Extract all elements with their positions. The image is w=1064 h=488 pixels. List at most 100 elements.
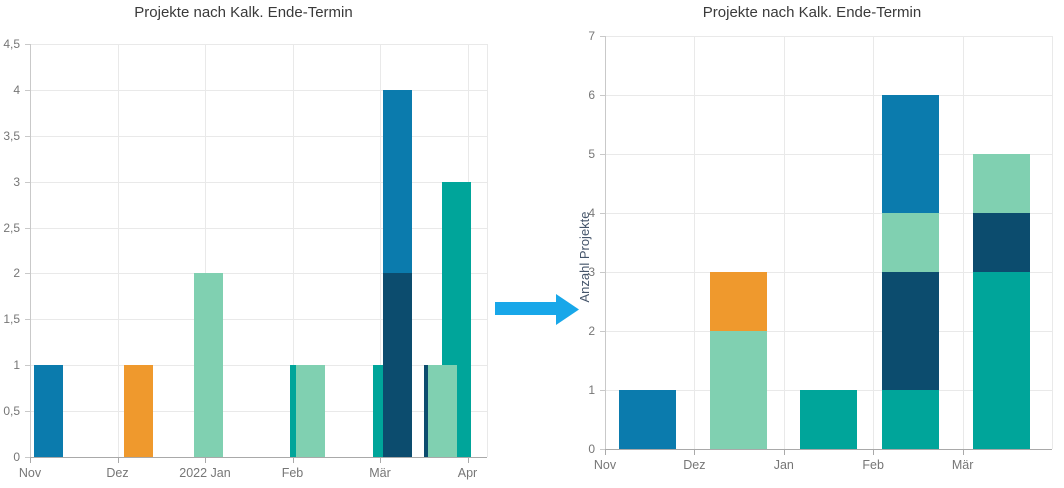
stack-segment-mär-navy[interactable]	[973, 213, 1030, 272]
gridline	[380, 44, 381, 457]
y-tick-label: 2,5	[3, 220, 20, 235]
x-tick-mark	[117, 458, 119, 463]
gridline	[873, 36, 875, 449]
stack-segment-mär-mint[interactable]	[973, 154, 1030, 213]
x-tick-mark	[205, 458, 206, 463]
stack-segment-nov-blue[interactable]	[619, 390, 676, 449]
y-tick-label: 4	[588, 206, 595, 220]
x-tick-label: Mär	[369, 466, 391, 480]
x-tick-label: Dez	[683, 458, 706, 472]
y-tick-label: 0	[588, 442, 595, 456]
y-tick-label: 5	[588, 147, 595, 161]
x-tick-mark	[694, 450, 696, 455]
y-tick-mark	[25, 365, 30, 367]
bar-dez-orange[interactable]	[124, 365, 153, 457]
gridline	[30, 135, 487, 137]
stack-segment-jan-teal[interactable]	[800, 390, 857, 449]
x-tick-label: Nov	[593, 458, 617, 472]
bar-feb-mint[interactable]	[296, 365, 325, 457]
chart-overlapping-bars: Projekte nach Kalk. Ende-Termin 0 0,5 1 1,5…	[3, 4, 488, 480]
y-tick-mark	[25, 411, 30, 413]
gridline	[30, 273, 487, 275]
stack-segment-feb-navy[interactable]	[882, 272, 939, 390]
y-tick-label: 1,5	[3, 312, 20, 327]
x-tick-mark	[783, 450, 785, 455]
bar-2022-jan-mint[interactable]	[194, 273, 223, 457]
gridline	[30, 181, 487, 183]
gridline	[30, 44, 487, 45]
bar-apr-mint[interactable]	[428, 365, 457, 457]
gridline	[605, 36, 1052, 37]
x-tick-label: 2022 Jan	[179, 466, 231, 480]
y-tick-mark	[600, 36, 605, 37]
y-tick-mark	[25, 44, 30, 45]
y-axis-line	[30, 44, 31, 457]
y-tick-mark	[600, 95, 605, 96]
y-tick-label: 0	[13, 450, 20, 464]
gridline	[292, 44, 294, 457]
stack-segment-feb-teal[interactable]	[882, 390, 939, 449]
gridline	[605, 213, 1052, 214]
stack-segment-feb-mint[interactable]	[882, 213, 939, 272]
stack-segment-dez-mint[interactable]	[710, 331, 767, 449]
x-tick-mark	[467, 458, 469, 463]
gridline	[30, 319, 487, 321]
gridline	[962, 36, 964, 449]
chart-title: Projekte nach Kalk. Ende-Termin	[134, 4, 353, 21]
y-axis-line	[605, 36, 606, 449]
y-tick-mark	[600, 390, 605, 391]
y-tick-label: 3	[13, 174, 20, 189]
x-tick-label: Feb	[862, 458, 884, 472]
x-tick-label: Nov	[18, 466, 42, 480]
stack-segment-mär-teal[interactable]	[973, 272, 1030, 449]
y-tick-label: 3	[588, 265, 595, 279]
gridline	[30, 89, 487, 91]
x-axis-line	[25, 457, 487, 458]
x-tick-mark	[30, 458, 31, 463]
x-axis-line	[600, 449, 1052, 450]
y-tick-mark	[600, 272, 605, 273]
bar-nov-blue[interactable]	[34, 365, 63, 457]
gridline	[30, 411, 487, 413]
y-tick-label: 1	[13, 358, 20, 373]
stack-segment-feb-blue[interactable]	[882, 95, 939, 213]
gridline	[205, 44, 206, 457]
gridline	[694, 36, 696, 449]
gridline	[605, 272, 1052, 273]
x-tick-label: Mär	[951, 458, 974, 472]
y-tick-label: 3,5	[3, 128, 20, 143]
gridline	[605, 331, 1052, 332]
x-tick-mark	[605, 450, 606, 455]
y-tick-label: 6	[588, 88, 595, 102]
y-tick-mark	[600, 331, 605, 332]
bar-mär-navy[interactable]	[383, 273, 412, 457]
y-tick-mark	[25, 89, 30, 91]
gridline	[30, 227, 487, 229]
gridline	[30, 365, 487, 367]
x-tick-mark	[873, 450, 875, 455]
y-tick-mark	[600, 213, 605, 214]
x-tick-label: Dez	[106, 466, 129, 480]
stack-segment-dez-orange[interactable]	[710, 272, 767, 331]
chart-stacked-bars: Projekte nach Kalk. Ende-Termin Anzahl P…	[560, 0, 1064, 488]
x-tick-label: Apr	[457, 466, 478, 480]
transform-arrow-icon	[488, 288, 584, 328]
x-tick-mark	[292, 458, 294, 463]
gridline	[117, 44, 119, 457]
y-tick-label: 7	[588, 29, 595, 43]
y-tick-mark	[25, 181, 30, 183]
y-tick-mark	[25, 135, 30, 137]
x-tick-mark	[380, 458, 381, 463]
y-tick-mark	[25, 273, 30, 275]
x-tick-label: Feb	[281, 466, 304, 480]
y-tick-mark	[600, 154, 605, 155]
gridline	[605, 154, 1052, 155]
x-tick-mark	[962, 450, 964, 455]
y-tick-mark	[600, 449, 605, 450]
x-tick-label: Jan	[773, 458, 794, 472]
y-tick-label: 0,5	[3, 404, 20, 419]
chart-title: Projekte nach Kalk. Ende-Termin	[702, 4, 922, 21]
y-tick-mark	[25, 457, 30, 458]
y-tick-label: 4	[13, 82, 20, 97]
gridline	[487, 44, 488, 457]
